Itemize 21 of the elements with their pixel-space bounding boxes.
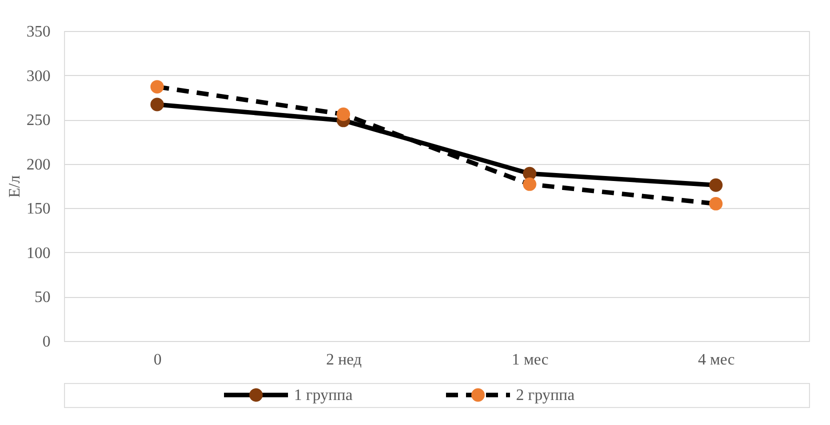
point — [709, 178, 723, 192]
y-axis-title: Е/л — [6, 175, 24, 198]
legend-label: 1 группа — [294, 387, 353, 404]
y-tick-label: 300 — [26, 68, 50, 85]
x-tick-label: 4 мес — [698, 352, 735, 368]
y-tick-label: 250 — [26, 112, 50, 130]
y-tick-label: 350 — [26, 24, 50, 40]
y-tick-label: 100 — [26, 244, 50, 262]
point — [709, 197, 723, 210]
point — [150, 80, 164, 94]
y-tick-label: 0 — [42, 334, 50, 350]
point — [336, 108, 350, 121]
y-tick-label: 200 — [26, 156, 50, 174]
legend-label: 2 группа — [516, 387, 575, 404]
y-tick-label: 150 — [26, 200, 50, 218]
x-tick-label: 2 нед — [326, 352, 362, 368]
y-tick-label: 50 — [34, 289, 50, 306]
point — [150, 98, 164, 112]
point — [522, 178, 536, 191]
x-tick-label: 0 — [154, 352, 162, 368]
x-tick-label: 1 мес — [512, 352, 548, 368]
